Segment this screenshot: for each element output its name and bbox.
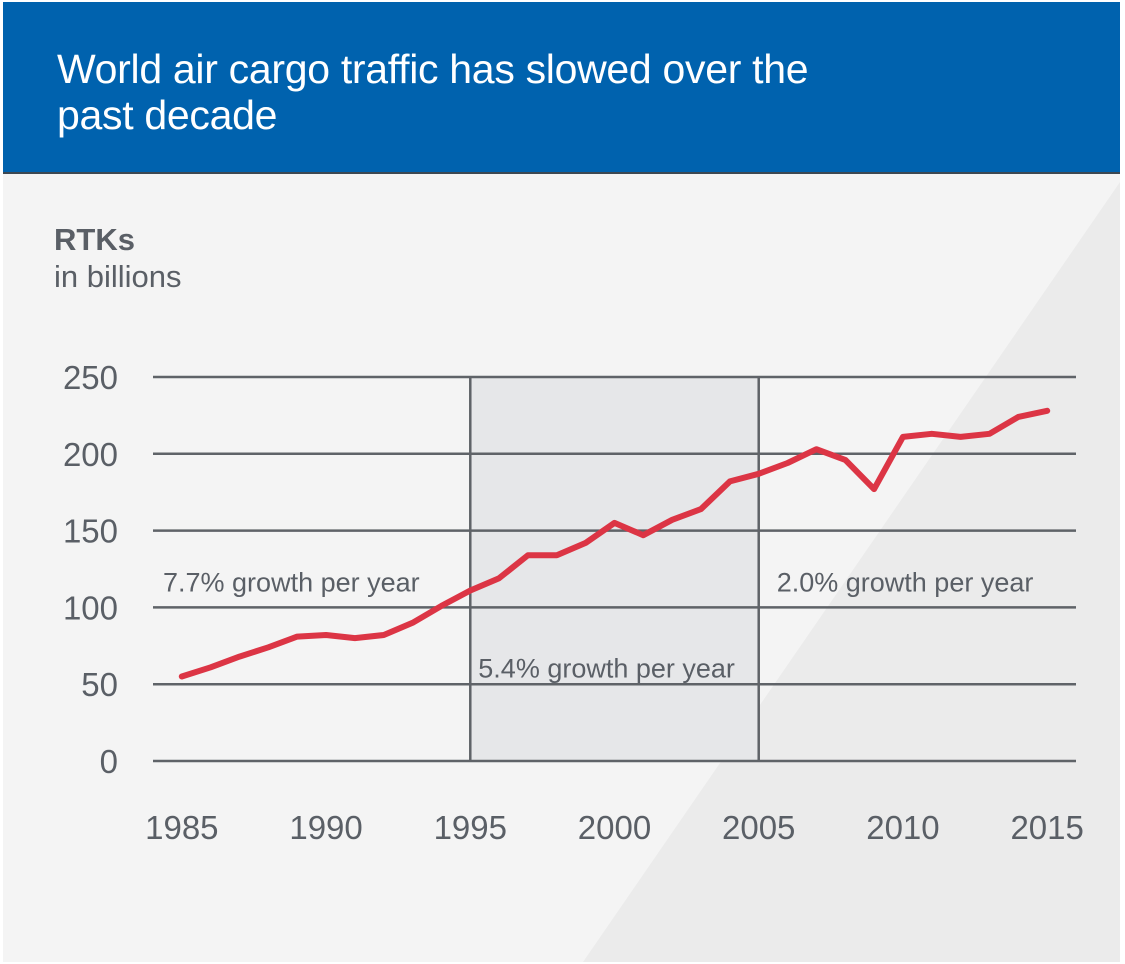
x-tick-label: 1995 [434,809,507,846]
x-tick-label: 2015 [1010,809,1083,846]
data-point [352,635,358,641]
chart-header: World air cargo traffic has slowed over … [3,2,1120,174]
shaded-period-1 [470,377,759,761]
y-tick-label: 150 [63,513,118,550]
data-point [756,471,762,477]
data-point [583,540,589,546]
period-label: 5.4% growth per year [478,653,735,683]
data-point [467,588,473,594]
data-point [900,434,906,440]
y-tick-label: 0 [100,743,118,780]
data-point [986,431,992,437]
data-point [525,552,531,558]
data-point [727,478,733,484]
period-label: 7.7% growth per year [163,567,420,597]
y-axis-unit: in billions [54,259,182,294]
data-point [842,457,848,463]
chart-title: World air cargo traffic has slowed over … [57,46,809,138]
data-point [813,446,819,452]
data-point [496,575,502,581]
x-tick-label: 1990 [289,809,362,846]
x-tick-label: 2005 [722,809,795,846]
data-point [958,434,964,440]
data-point [381,632,387,638]
data-point [640,532,646,538]
data-point [1015,414,1021,420]
data-point [265,644,271,650]
x-tick-label: 2000 [578,809,651,846]
y-tick-label: 250 [63,359,118,396]
data-point [237,654,243,660]
chart-plot: 0 50 100 150 200 250 7.7% growth per year 5.4% … [3,174,1120,962]
data-point [612,520,617,526]
data-point [294,634,300,640]
x-tick-label: 1985 [145,809,218,846]
chart-panel: 0 50 100 150 200 250 7.7% growth per year 5.4% … [3,174,1120,962]
data-point [929,431,935,437]
data-point [323,632,329,638]
data-point [438,603,444,609]
data-point [698,506,704,512]
data-point [554,552,560,558]
y-tick-label: 100 [63,589,118,626]
data-point [669,517,675,523]
y-tick-label: 50 [81,666,118,703]
data-point [871,486,877,492]
data-point [1044,408,1050,414]
data-point [785,460,791,466]
x-tick-label: 2010 [866,809,939,846]
data-point [208,664,214,670]
data-point [179,674,185,680]
y-axis-title: RTKs [54,222,135,257]
period-label: 2.0% growth per year [777,567,1034,597]
y-tick-label: 200 [63,436,118,473]
data-point [410,620,416,626]
